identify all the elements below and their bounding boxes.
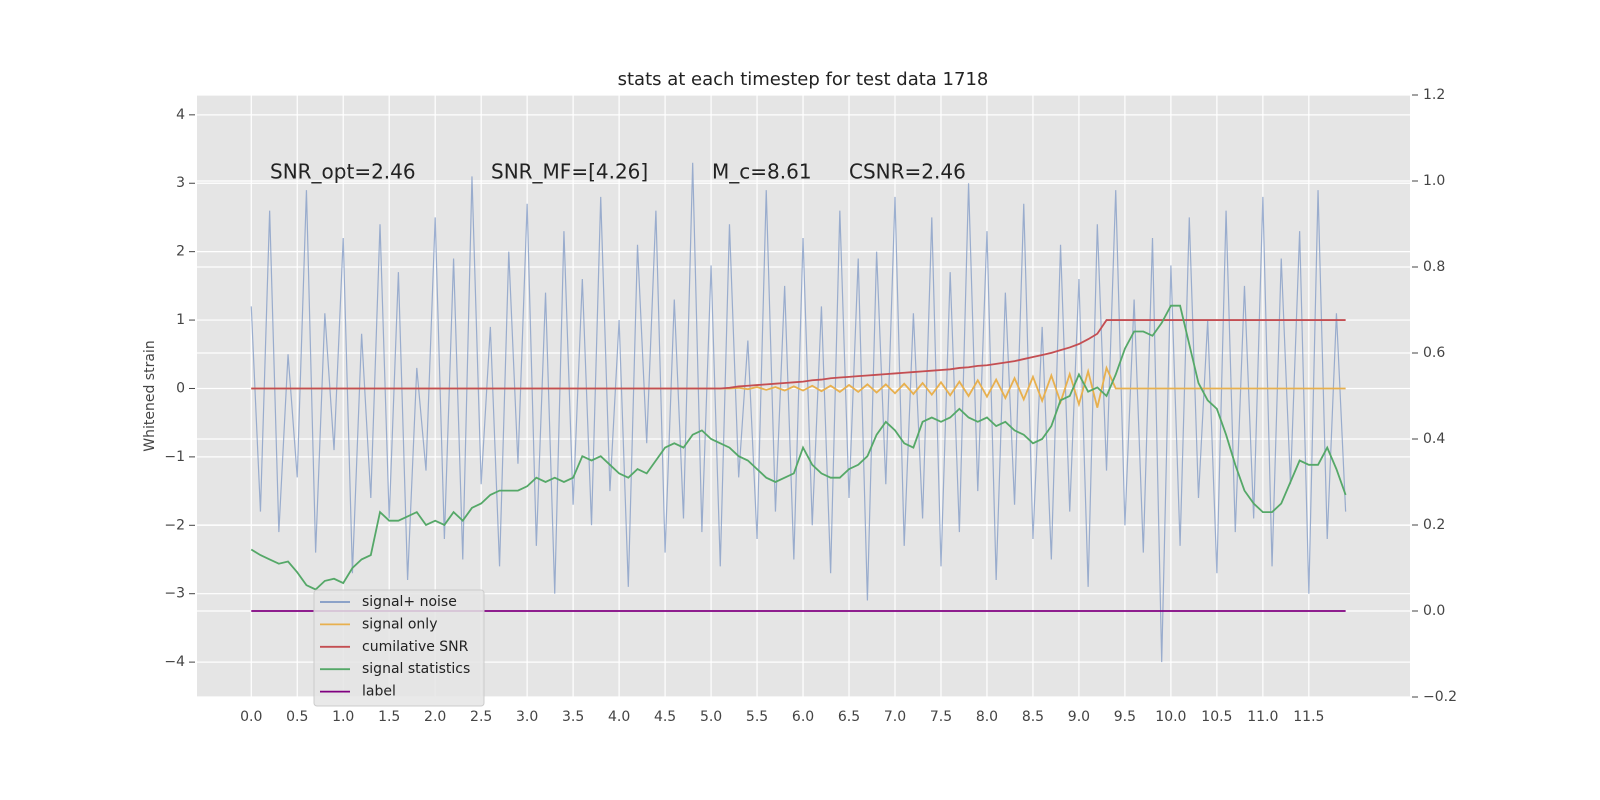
x-tick-label: 6.5 xyxy=(838,709,860,725)
legend-box xyxy=(313,589,485,707)
x-tick-label: 1.5 xyxy=(378,709,400,725)
x-tick-label: 10.0 xyxy=(1155,709,1186,725)
x-tick-label: 4.5 xyxy=(654,709,676,725)
y-tick-label: 1 xyxy=(176,312,185,328)
y-tick-label: −2 xyxy=(164,517,185,533)
y-tick-label: −3 xyxy=(164,586,185,602)
legend-label: signal statistics xyxy=(362,661,470,677)
y2-tick-label: 0.6 xyxy=(1423,345,1445,361)
x-tick-label: 6.0 xyxy=(792,709,814,725)
x-tick-label: 8.5 xyxy=(1022,709,1044,725)
x-tick-label: 4.0 xyxy=(608,709,630,725)
x-tick-label: 1.0 xyxy=(332,709,354,725)
annotation: M_c=8.61 xyxy=(712,160,812,184)
y2-tick-label: 0.4 xyxy=(1423,431,1445,447)
y2-tick-label: 0.0 xyxy=(1423,603,1445,619)
y-tick-label: 2 xyxy=(176,244,185,260)
x-tick-label: 2.5 xyxy=(470,709,492,725)
y-tick-label: −1 xyxy=(164,449,185,465)
series-line xyxy=(250,162,1347,663)
x-tick-label: 8.0 xyxy=(976,709,998,725)
x-tick-label: 10.5 xyxy=(1201,709,1232,725)
y2-tick-label: 0.2 xyxy=(1423,517,1445,533)
legend-label: signal+ noise xyxy=(362,594,457,610)
y2-tick-label: −0.2 xyxy=(1423,689,1457,705)
x-tick-label: 5.0 xyxy=(700,709,722,725)
x-tick-label: 9.0 xyxy=(1068,709,1090,725)
y-tick-label: 4 xyxy=(176,107,185,123)
x-tick-label: 7.5 xyxy=(930,709,952,725)
y-tick-label: 0 xyxy=(176,380,185,396)
x-tick-label: 9.5 xyxy=(1114,709,1136,725)
chart-title: stats at each timestep for test data 171… xyxy=(618,69,989,90)
annotation: SNR_opt=2.46 xyxy=(270,160,416,184)
x-tick-label: 5.5 xyxy=(746,709,768,725)
x-tick-label: 7.0 xyxy=(884,709,906,725)
y-tick-label: 3 xyxy=(176,175,185,191)
x-tick-label: 11.5 xyxy=(1293,709,1324,725)
series-line xyxy=(250,304,1347,591)
y2-tick-label: 0.8 xyxy=(1423,259,1445,275)
legend-label: cumilative SNR xyxy=(362,639,469,655)
legend-label: label xyxy=(362,684,396,700)
legend-label: signal only xyxy=(362,616,437,632)
y2-tick-label: 1.0 xyxy=(1423,173,1445,189)
x-tick-label: 11.0 xyxy=(1247,709,1278,725)
x-tick-label: 0.5 xyxy=(286,709,308,725)
annotation: CSNR=2.46 xyxy=(849,160,966,184)
x-tick-label: 2.0 xyxy=(424,709,446,725)
y-axis-label: Whitened strain xyxy=(142,340,158,451)
y2-tick-label: 1.2 xyxy=(1423,87,1445,103)
x-tick-label: 0.0 xyxy=(240,709,262,725)
x-tick-label: 3.0 xyxy=(516,709,538,725)
x-tick-label: 3.5 xyxy=(562,709,584,725)
annotation: SNR_MF=[4.26] xyxy=(491,160,648,184)
y-tick-label: −4 xyxy=(164,654,185,670)
